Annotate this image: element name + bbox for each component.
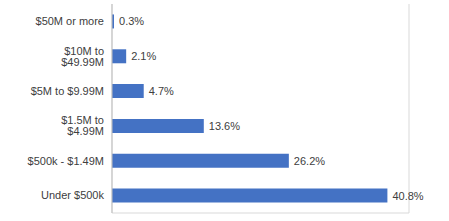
svg-text:$1.5M to$4.99M: $1.5M to$4.99M xyxy=(61,114,104,137)
svg-text:13.6%: 13.6% xyxy=(209,120,240,132)
svg-text:4.7%: 4.7% xyxy=(149,85,174,97)
svg-text:$500k - $1.49M: $500k - $1.49M xyxy=(28,155,104,167)
svg-text:0.3%: 0.3% xyxy=(119,15,144,27)
svg-text:$50M or more: $50M or more xyxy=(36,15,104,27)
svg-text:Under $500k: Under $500k xyxy=(41,189,104,201)
svg-text:$10M to$49.99M: $10M to$49.99M xyxy=(61,45,104,68)
svg-text:2.1%: 2.1% xyxy=(131,50,156,62)
svg-text:26.2%: 26.2% xyxy=(294,155,325,167)
svg-text:40.8%: 40.8% xyxy=(392,190,423,202)
svg-text:$5M to $9.99M: $5M to $9.99M xyxy=(31,85,104,97)
